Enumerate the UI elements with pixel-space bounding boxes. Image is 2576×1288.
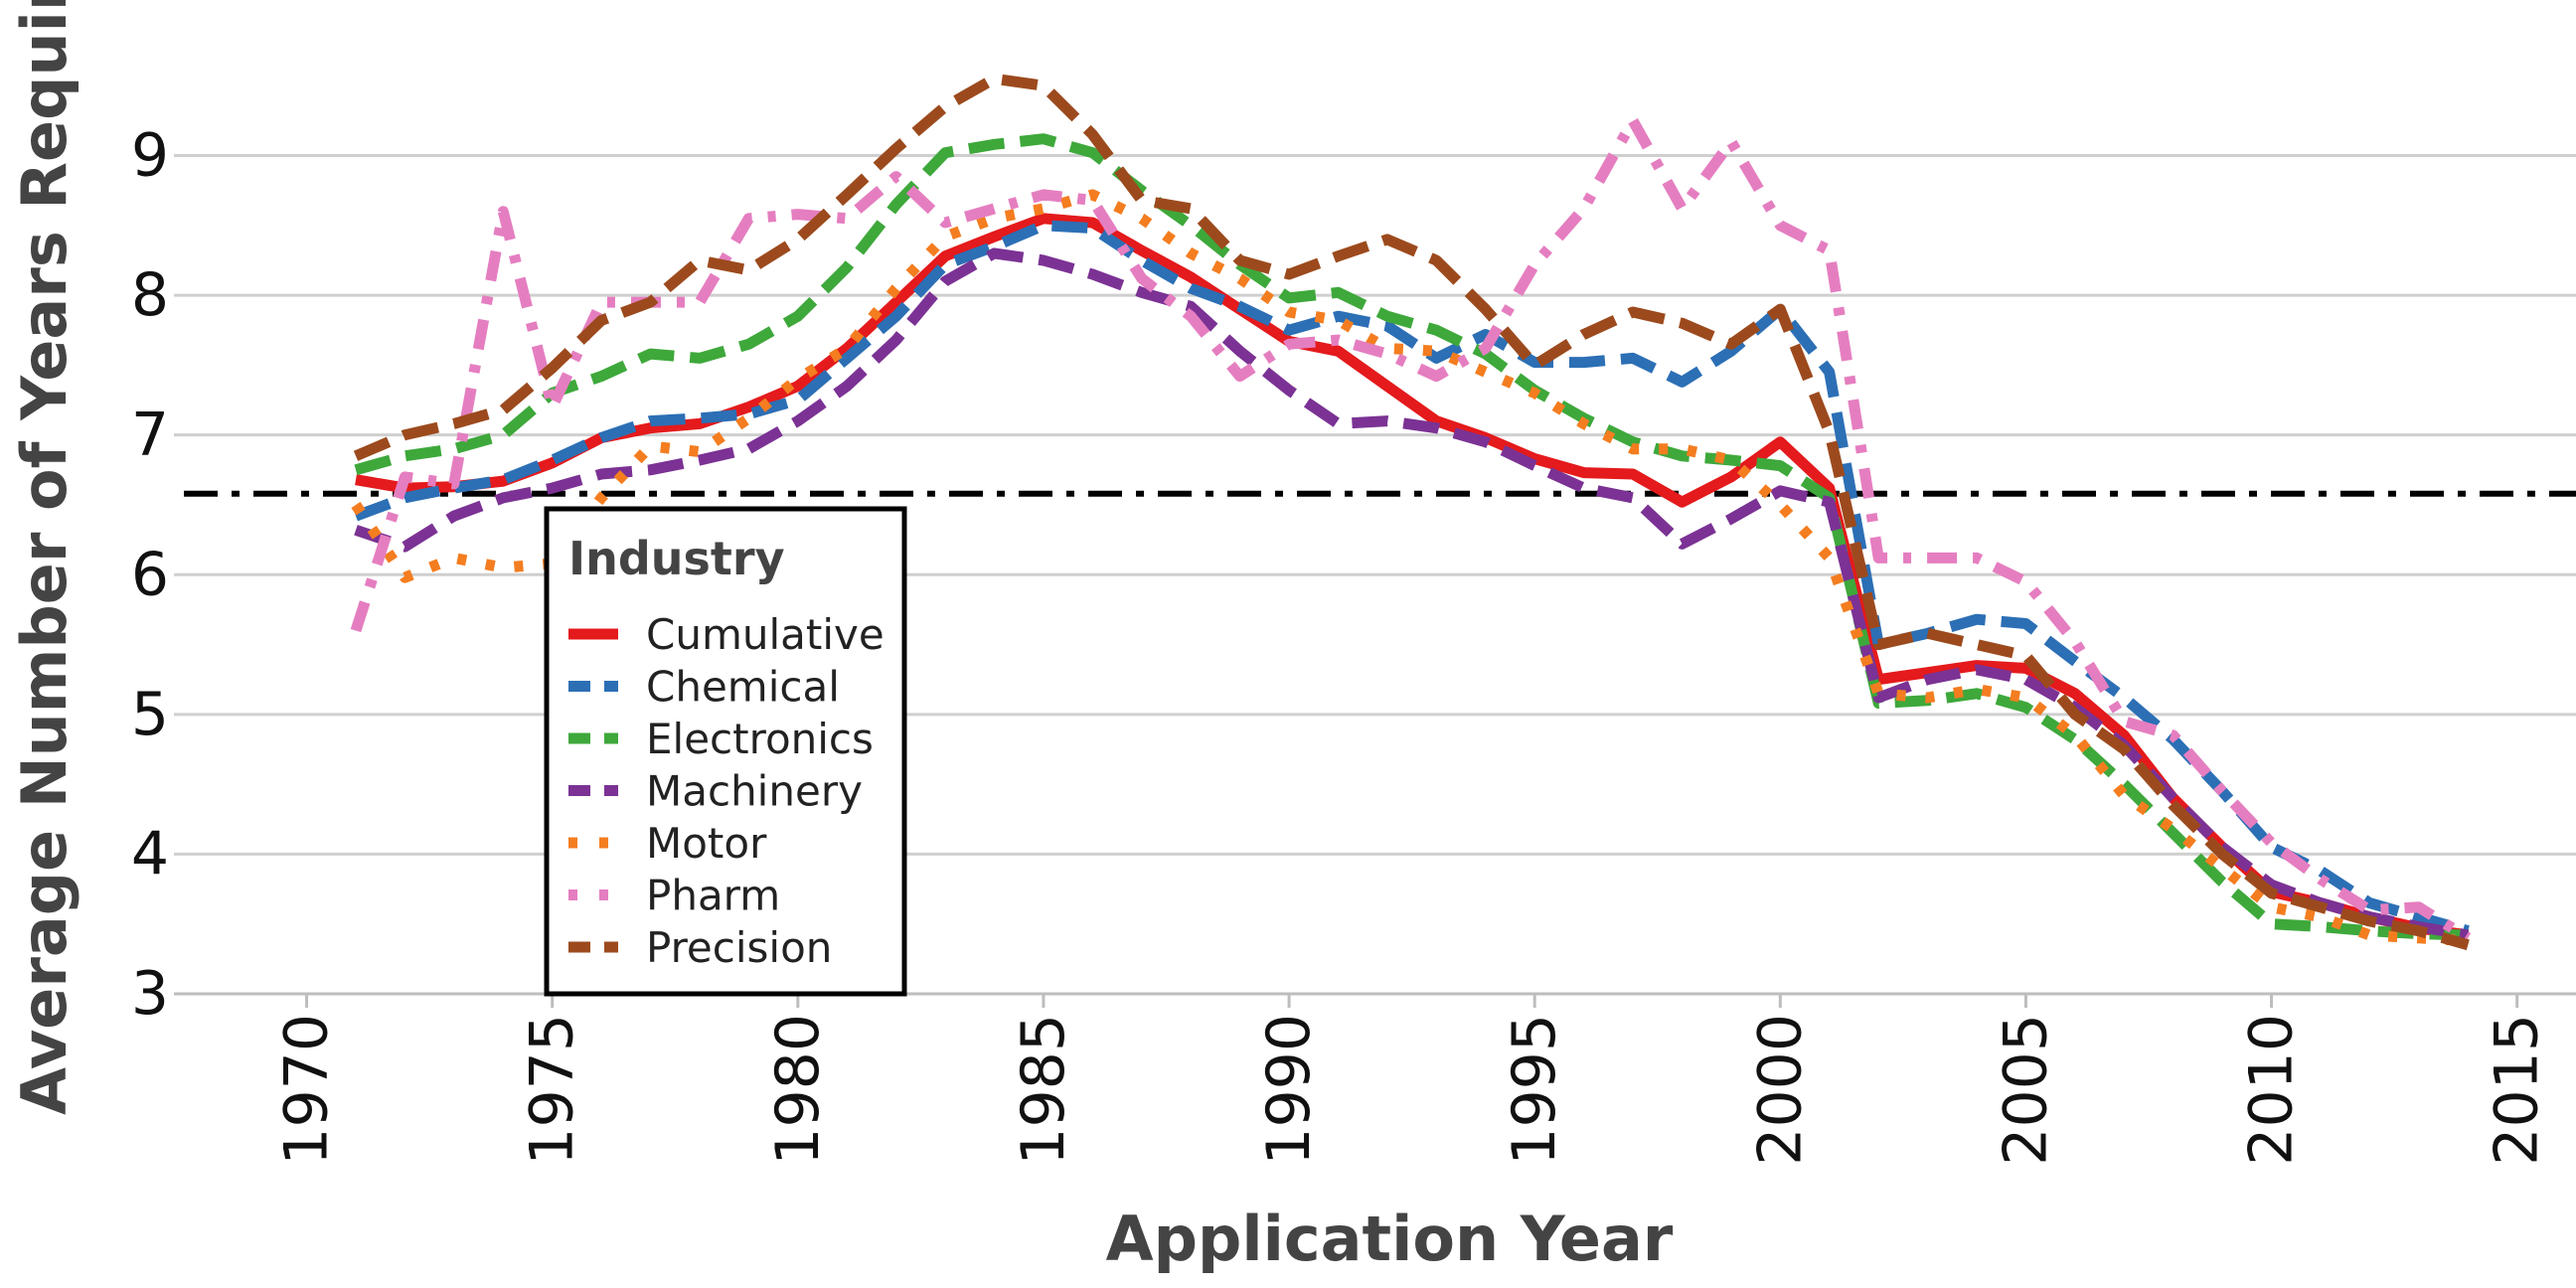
x-tick-label: 1975 — [518, 1014, 587, 1166]
legend-label-cumulative: Cumulative — [646, 610, 885, 659]
x-tick-label: 1970 — [272, 1014, 342, 1166]
x-tick-label: 1995 — [1500, 1014, 1569, 1166]
x-tick-label: 2000 — [1745, 1014, 1815, 1166]
legend-label-chemical: Chemical — [646, 663, 840, 712]
series-line-pharm — [350, 114, 2472, 943]
y-axis-title: Average Number of Years Required — [8, 0, 80, 1115]
y-tick-label: 4 — [131, 819, 169, 888]
x-tick-label: 2010 — [2237, 1014, 2307, 1166]
legend-label-precision: Precision — [646, 923, 832, 972]
x-axis-title: Application Year — [1106, 1203, 1674, 1275]
y-tick-label: 3 — [131, 959, 169, 1029]
x-tick-label: 1985 — [1009, 1014, 1078, 1166]
y-tick-label: 5 — [131, 680, 169, 749]
series-line-electronics — [354, 133, 2469, 941]
y-tick-label: 8 — [131, 260, 169, 330]
legend-label-machinery: Machinery — [646, 767, 863, 816]
legend-label-pharm: Pharm — [646, 872, 780, 920]
axes: 3 4 5 6 7 8 9 1970 1975 1980 1985 1990 1995 2000 2005 2… — [131, 121, 2576, 1166]
x-tick-label: 1980 — [763, 1014, 833, 1166]
y-tick-label: 6 — [131, 540, 169, 609]
series-line-precision — [353, 73, 2470, 951]
y-tick-label: 7 — [131, 401, 169, 470]
x-tick-label: 1990 — [1254, 1014, 1324, 1166]
legend: Industry CumulativeChemicalElectronicsMa… — [544, 506, 907, 997]
x-tick-label: 2015 — [2483, 1014, 2552, 1166]
legend-label-electronics: Electronics — [646, 715, 874, 763]
legend-box — [544, 506, 907, 997]
y-tick-label: 9 — [131, 121, 169, 191]
x-tick-label: 2005 — [1991, 1014, 2060, 1166]
legend-title: Industry — [568, 532, 785, 585]
legend-label-motor: Motor — [646, 819, 767, 868]
series-line-chemical — [354, 220, 2470, 936]
series-lines — [350, 73, 2472, 951]
